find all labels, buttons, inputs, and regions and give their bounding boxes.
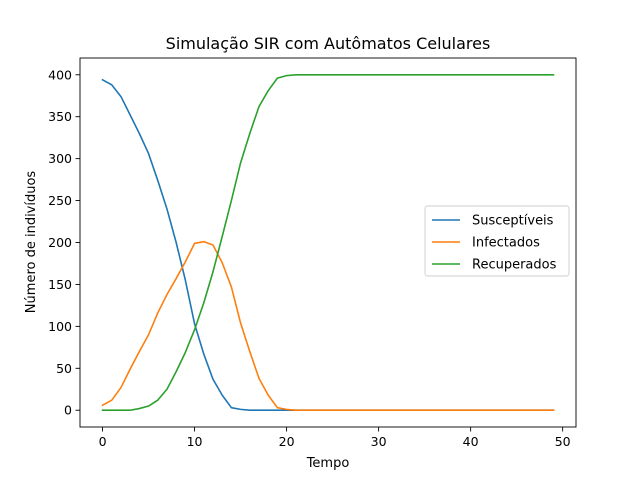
y-tick-label-1: 50 bbox=[56, 361, 72, 376]
x-axis-label: Tempo bbox=[306, 456, 350, 471]
y-tick-label-6: 300 bbox=[48, 151, 72, 166]
y-tick-label-0: 0 bbox=[64, 403, 72, 418]
legend-box bbox=[424, 205, 570, 277]
x-tick-label-0: 0 bbox=[99, 434, 107, 449]
axes: 0 10 20 30 40 50 0 50 100 150 200 250 300 350 400 bbox=[48, 57, 577, 449]
legend-label-2: Recuperados bbox=[472, 258, 557, 273]
legend-label-1: Infectados bbox=[472, 236, 540, 251]
series-line-1 bbox=[101, 240, 555, 412]
plot-area bbox=[101, 73, 555, 412]
y-tick-label-8: 400 bbox=[48, 67, 72, 82]
x-tick-label-3: 30 bbox=[371, 434, 387, 449]
y-axis-label: Número de indivíduos bbox=[24, 171, 39, 314]
y-tick-label-7: 350 bbox=[48, 109, 72, 124]
y-tick-label-5: 250 bbox=[48, 193, 72, 208]
y-tick-label-3: 150 bbox=[48, 277, 72, 292]
x-tick-label-2: 20 bbox=[279, 434, 295, 449]
x-tick-label-1: 10 bbox=[187, 434, 203, 449]
y-tick-label-2: 100 bbox=[48, 319, 72, 334]
x-tick-label-5: 50 bbox=[555, 434, 571, 449]
series-line-2 bbox=[101, 73, 555, 412]
chart-title: Simulação SIR com Autômatos Celulares bbox=[166, 34, 491, 53]
legend: Susceptíveis Infectados Recuperados bbox=[424, 205, 570, 277]
y-tick-label-4: 200 bbox=[48, 235, 72, 250]
x-tick-label-4: 40 bbox=[463, 434, 479, 449]
legend-label-0: Susceptíveis bbox=[472, 214, 554, 229]
